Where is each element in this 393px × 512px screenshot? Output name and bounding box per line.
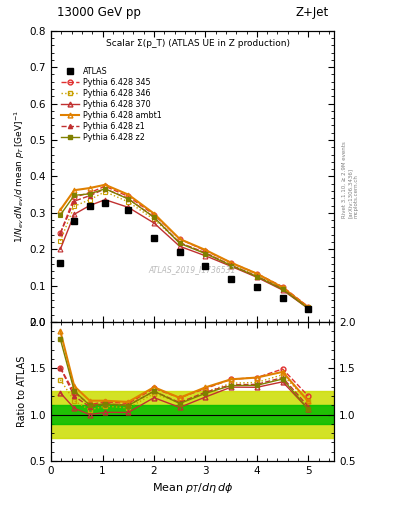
Text: Z+Jet: Z+Jet	[295, 6, 329, 19]
Bar	[51, 392, 334, 438]
Text: 13000 GeV pp: 13000 GeV pp	[57, 6, 141, 19]
Y-axis label: Ratio to ATLAS: Ratio to ATLAS	[17, 356, 27, 427]
Text: Scalar Σ(p_T) (ATLAS UE in Z production): Scalar Σ(p_T) (ATLAS UE in Z production)	[106, 39, 290, 49]
Y-axis label: $1/N_{ev}\,dN_{ev}/d$ mean $p_T\,[\mathrm{GeV}]^{-1}$: $1/N_{ev}\,dN_{ev}/d$ mean $p_T\,[\mathr…	[13, 110, 27, 243]
Text: ATLAS_2019_I1736531: ATLAS_2019_I1736531	[149, 265, 236, 274]
X-axis label: Mean $p_T/d\eta\,d\phi$: Mean $p_T/d\eta\,d\phi$	[152, 481, 233, 495]
Legend: ATLAS, Pythia 6.428 345, Pythia 6.428 346, Pythia 6.428 370, Pythia 6.428 ambt1,: ATLAS, Pythia 6.428 345, Pythia 6.428 34…	[58, 64, 165, 145]
Text: Rivet 3.1.10, ≥ 2.9M events
[arXiv:1306.3436]
mcplots.cern.ch: Rivet 3.1.10, ≥ 2.9M events [arXiv:1306.…	[342, 141, 358, 218]
Bar	[51, 406, 334, 424]
